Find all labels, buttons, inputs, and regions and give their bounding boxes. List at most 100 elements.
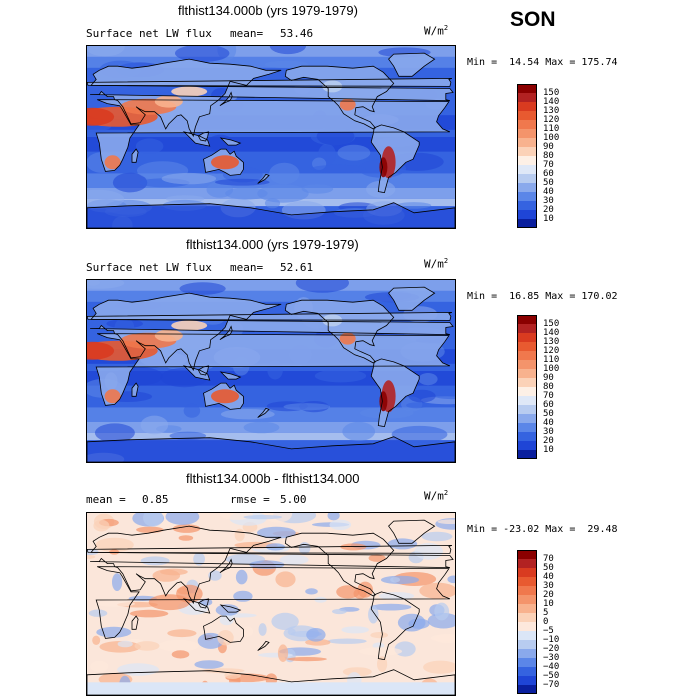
colorbar-label: −70 (543, 680, 560, 690)
colorbar-label: 90 (543, 142, 554, 152)
colorbar-swatch (517, 138, 537, 147)
panel-2-field-label: Surface net LW flux (86, 261, 212, 274)
panel-1-title: flthist134.000b (yrs 1979-1979) (178, 3, 358, 18)
colorbar-swatch (517, 315, 537, 324)
colorbar-label: 40 (543, 572, 554, 582)
colorbar-swatch (517, 667, 537, 676)
colorbar-swatch (517, 685, 537, 694)
panel-1-units: W/m2 (424, 24, 449, 38)
colorbar-label: 50 (543, 178, 554, 188)
panel-3-minmax: Min = -23.02 Max = 29.48 (467, 524, 618, 535)
panel-3-mean-value: 0.85 (142, 493, 169, 506)
colorbar-swatch (517, 604, 537, 613)
panel-2-mean-value: 52.61 (280, 261, 314, 274)
colorbar-label: 10 (543, 445, 554, 455)
colorbar-swatch (517, 405, 537, 414)
colorbar-label: 120 (543, 346, 560, 356)
colorbar-label: 150 (543, 319, 560, 329)
colorbar-label: 10 (543, 214, 554, 224)
colorbar-swatch (517, 201, 537, 210)
colorbar-label: 20 (543, 205, 554, 215)
colorbar-label: 40 (543, 187, 554, 197)
colorbar-label: 20 (543, 436, 554, 446)
colorbar-swatch (517, 676, 537, 685)
colorbar-label: 80 (543, 382, 554, 392)
colorbar-label: −40 (543, 662, 560, 672)
colorbar-swatch (517, 111, 537, 120)
season-label: SON (510, 8, 556, 31)
colorbar-label: 70 (543, 160, 554, 170)
colorbar-swatch (517, 613, 537, 622)
colorbar-swatch (517, 93, 537, 102)
panel-1-mean-value: 53.46 (280, 27, 314, 40)
colorbar-swatch (517, 396, 537, 405)
panel-2-title: flthist134.000 (yrs 1979-1979) (186, 237, 359, 252)
panel-3-rmse-value: 5.00 (280, 493, 307, 506)
colorbar-swatch (517, 378, 537, 387)
colorbar-swatch (517, 450, 537, 459)
colorbar-swatch (517, 102, 537, 111)
panel-2-colorbar: 150 140 130 120 110 100 90 80 70 60 50 40 30 20 10 (517, 315, 559, 459)
colorbar-label: 140 (543, 97, 560, 107)
panel-3-map (86, 512, 456, 696)
colorbar-label: 50 (543, 563, 554, 573)
colorbar-label: 130 (543, 337, 560, 347)
colorbar-swatch (517, 432, 537, 441)
colorbar-label: 150 (543, 88, 560, 98)
colorbar-swatch (517, 156, 537, 165)
panel-2-mean-label: mean= (230, 261, 264, 274)
panel-1-map (86, 45, 456, 229)
colorbar-label: −5 (543, 626, 554, 636)
colorbar-swatch (517, 342, 537, 351)
panel-3-rmse-label: rmse = (230, 493, 270, 506)
panel-2-units: W/m2 (424, 257, 449, 271)
colorbar-label: 50 (543, 409, 554, 419)
colorbar-label: 30 (543, 581, 554, 591)
colorbar-swatch (517, 210, 537, 219)
panel-3-units: W/m2 (424, 489, 449, 503)
panel-1-field-label: Surface net LW flux (86, 27, 212, 40)
colorbar-label: 80 (543, 151, 554, 161)
colorbar-swatch (517, 147, 537, 156)
colorbar-swatch (517, 568, 537, 577)
colorbar-swatch (517, 559, 537, 568)
colorbar-label: 30 (543, 196, 554, 206)
colorbar-swatch (517, 640, 537, 649)
colorbar-swatch (517, 387, 537, 396)
colorbar-swatch (517, 649, 537, 658)
colorbar-swatch (517, 622, 537, 631)
colorbar-label: −10 (543, 635, 560, 645)
panel-1-colorbar: 150 140 130 120 110 100 90 80 70 60 50 40 30 20 10 (517, 84, 559, 228)
colorbar-label: 100 (543, 133, 560, 143)
panel-3-mean-label: mean = (86, 493, 126, 506)
colorbar-label: 60 (543, 169, 554, 179)
colorbar-swatch (517, 423, 537, 432)
panel-1-mean-label: mean= (230, 27, 264, 40)
colorbar-swatch (517, 658, 537, 667)
colorbar-label: 40 (543, 418, 554, 428)
panel-2-minmax: Min = 16.85 Max = 170.02 (467, 291, 618, 302)
colorbar-label: −30 (543, 653, 560, 663)
colorbar-swatch (517, 192, 537, 201)
colorbar-swatch (517, 414, 537, 423)
panel-2-map (86, 279, 456, 463)
colorbar-label: 20 (543, 590, 554, 600)
colorbar-swatch (517, 586, 537, 595)
panel-3-title: flthist134.000b - flthist134.000 (186, 471, 360, 486)
colorbar-swatch (517, 324, 537, 333)
colorbar-label: 140 (543, 328, 560, 338)
colorbar-swatch (517, 333, 537, 342)
colorbar-swatch (517, 84, 537, 93)
colorbar-swatch (517, 595, 537, 604)
colorbar-swatch (517, 441, 537, 450)
colorbar-label: 130 (543, 106, 560, 116)
panel-1-minmax: Min = 14.54 Max = 175.74 (467, 57, 618, 68)
colorbar-label: −20 (543, 644, 560, 654)
colorbar-label: 110 (543, 124, 560, 134)
colorbar-label: 0 (543, 617, 549, 627)
colorbar-label: 90 (543, 373, 554, 383)
colorbar-swatch (517, 631, 537, 640)
colorbar-swatch (517, 120, 537, 129)
colorbar-label: 110 (543, 355, 560, 365)
colorbar-swatch (517, 183, 537, 192)
